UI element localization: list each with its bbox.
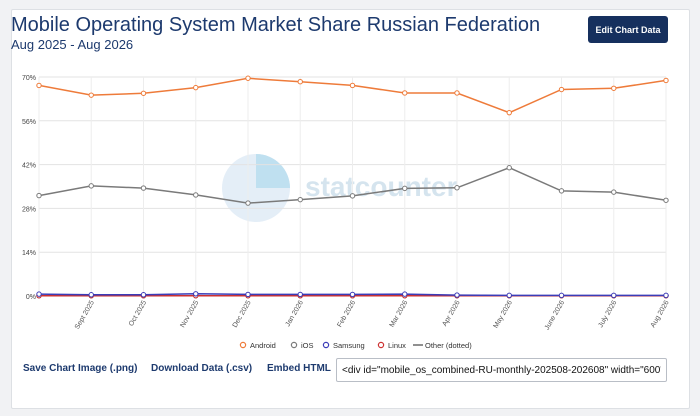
series-lines — [36, 75, 669, 299]
x-tick-label: Nov 2025 — [179, 299, 200, 329]
x-tick-label: May 2026 — [493, 299, 514, 329]
x-tick-label: Jan 2026 — [285, 299, 306, 328]
x-tick-label: July 2026 — [597, 299, 618, 329]
data-point[interactable] — [402, 291, 408, 297]
data-point[interactable] — [349, 193, 356, 199]
data-point[interactable] — [558, 188, 565, 194]
grid — [38, 76, 667, 297]
x-axis-ticks: Sept 2025 Oct 2025 Nov 2025 Dec 2025 Jan 202… — [74, 299, 671, 331]
y-tick-label: 14% — [22, 250, 36, 257]
data-point[interactable] — [402, 185, 408, 192]
legend-item-label[interactable]: iOS — [301, 341, 314, 350]
download-data-link[interactable]: Download Data (.csv) — [151, 363, 253, 374]
data-point[interactable] — [36, 291, 42, 297]
data-point[interactable] — [454, 292, 460, 298]
data-point[interactable] — [88, 183, 94, 189]
legend-marker — [377, 341, 385, 349]
data-point[interactable] — [663, 292, 669, 299]
x-tick-label: Apr 2026 — [441, 299, 461, 327]
x-tick-label: Sept 2025 — [74, 299, 96, 330]
x-tick-label: Aug 2026 — [650, 299, 671, 329]
legend-marker — [322, 341, 330, 349]
y-tick-label: 0% — [26, 294, 36, 301]
x-tick-label: Mar 2026 — [389, 299, 410, 328]
data-point[interactable] — [663, 77, 669, 84]
chart-title: Mobile Operating System Market Share Rus… — [11, 14, 541, 36]
y-axis-ticks: 0% 14% 28% 42% 56% 70% — [22, 75, 36, 301]
data-point[interactable] — [193, 291, 199, 297]
data-point[interactable] — [297, 78, 303, 85]
x-tick-label: Oct 2025 — [128, 299, 148, 327]
legend-item-label[interactable]: Linux — [388, 341, 406, 350]
x-tick-label: Dec 2025 — [232, 299, 253, 329]
data-point[interactable] — [611, 189, 617, 195]
data-point[interactable] — [245, 200, 251, 206]
data-point[interactable] — [506, 109, 512, 116]
data-point[interactable] — [140, 185, 147, 191]
x-tick-label: Feb 2026 — [336, 299, 357, 328]
data-point[interactable] — [36, 82, 42, 89]
data-point[interactable] — [611, 292, 617, 299]
data-point[interactable] — [558, 292, 565, 299]
data-point[interactable] — [193, 84, 199, 91]
data-point[interactable] — [245, 75, 251, 81]
embed-html-label: Embed HTML — [267, 363, 331, 374]
chart-date-range: Aug 2025 - Aug 2026 — [11, 37, 134, 52]
data-point[interactable] — [663, 197, 669, 203]
legend-item-label[interactable]: Android — [250, 341, 276, 350]
data-point[interactable] — [193, 192, 199, 198]
legend-marker — [290, 341, 298, 349]
y-tick-label: 56% — [22, 119, 36, 126]
legend-item-label[interactable]: Samsung — [333, 341, 365, 350]
legend[interactable]: Android iOS Samsung Linux Other (dotted) — [239, 341, 472, 350]
data-point[interactable] — [140, 90, 147, 96]
data-point[interactable] — [297, 291, 303, 298]
legend-marker — [239, 341, 247, 349]
data-point[interactable] — [454, 90, 460, 96]
data-point[interactable] — [36, 192, 42, 199]
y-tick-label: 70% — [22, 75, 36, 82]
x-tick-label: June 2026 — [544, 299, 566, 331]
data-point[interactable] — [558, 86, 565, 93]
data-point[interactable] — [245, 291, 251, 298]
data-point[interactable] — [297, 196, 303, 203]
statcounter-logo-wedge — [256, 154, 290, 188]
y-tick-label: 28% — [22, 206, 36, 213]
embed-html-input[interactable] — [336, 358, 667, 382]
data-point[interactable] — [88, 92, 94, 98]
y-tick-label: 42% — [22, 163, 36, 170]
data-point[interactable] — [140, 292, 147, 298]
data-point[interactable] — [402, 90, 408, 96]
save-chart-image-link[interactable]: Save Chart Image (.png) — [23, 363, 138, 374]
data-point[interactable] — [349, 82, 356, 89]
legend-item-label[interactable]: Other (dotted) — [425, 341, 472, 350]
chart-card — [11, 9, 690, 409]
data-point[interactable] — [88, 292, 94, 298]
data-point[interactable] — [349, 291, 356, 298]
data-point[interactable] — [454, 185, 460, 191]
data-point[interactable] — [611, 85, 617, 91]
edit-chart-data-button[interactable]: Edit Chart Data — [588, 16, 668, 43]
data-point[interactable] — [506, 165, 512, 171]
data-point[interactable] — [506, 292, 512, 299]
